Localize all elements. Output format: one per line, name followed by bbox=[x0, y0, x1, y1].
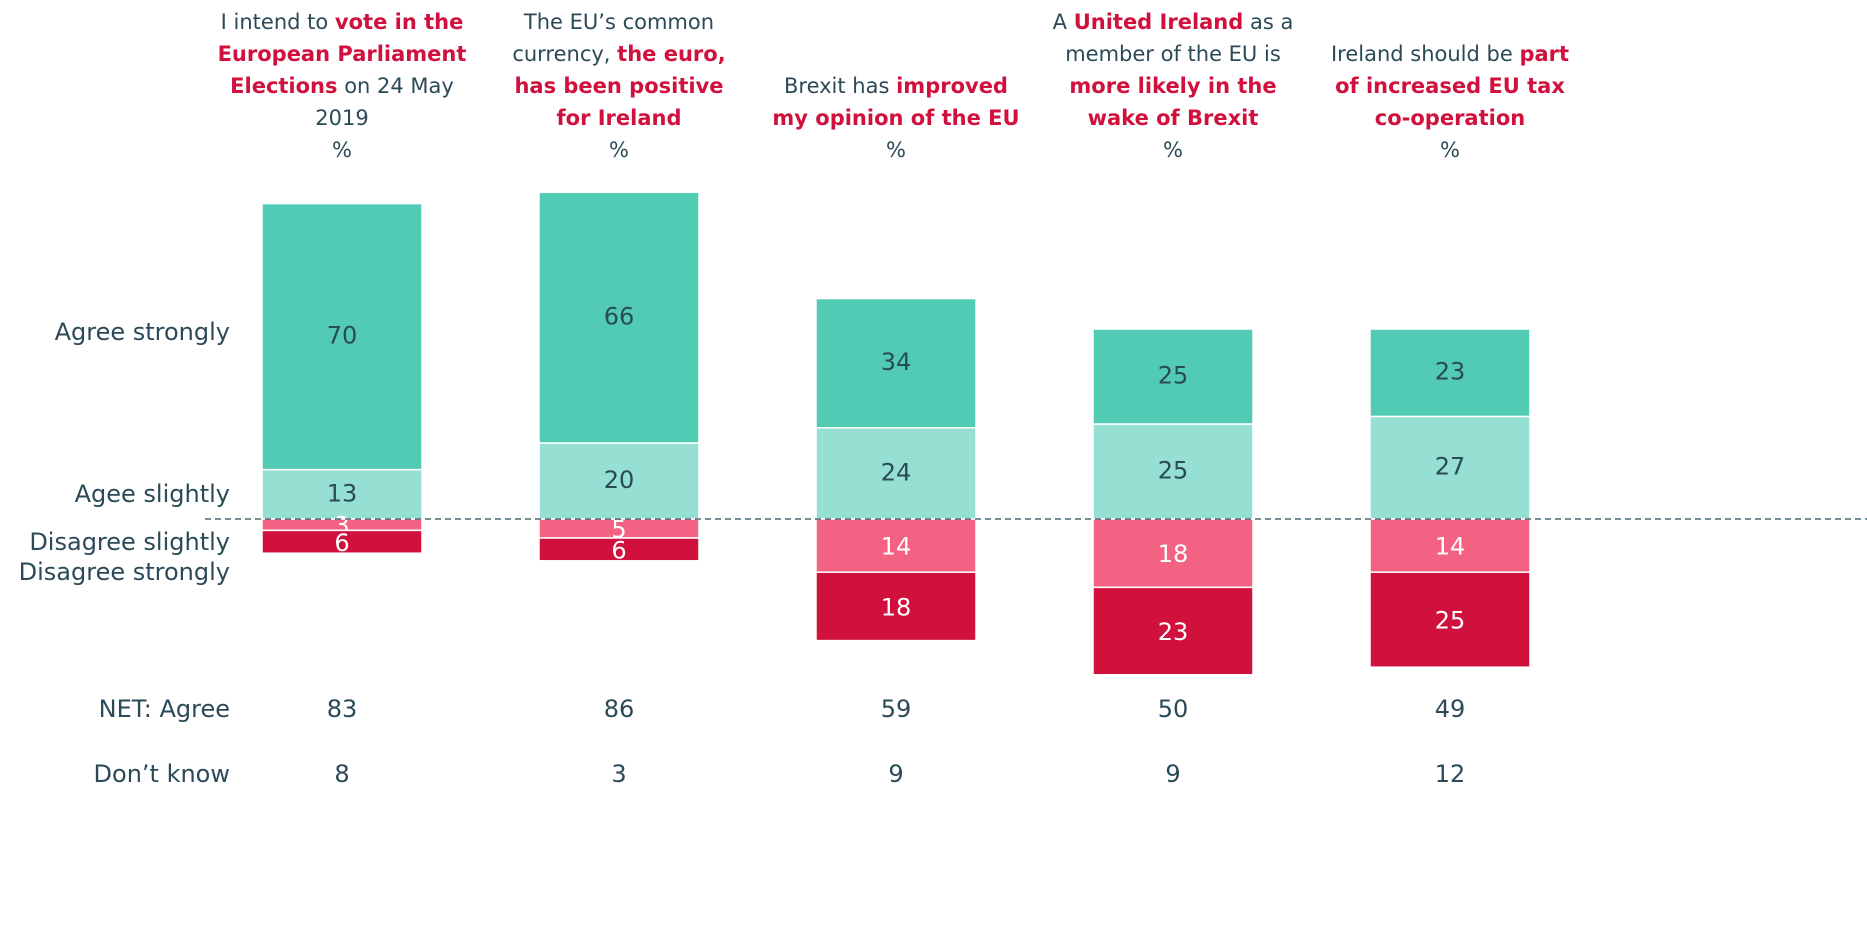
row-value: 3 bbox=[611, 760, 626, 788]
bar-segment bbox=[815, 427, 977, 520]
title-part: A bbox=[1052, 10, 1074, 34]
row-label: NET: Agree bbox=[99, 695, 230, 723]
row-value: 8 bbox=[334, 760, 349, 788]
value-label: 24 bbox=[881, 458, 912, 486]
value-label: 66 bbox=[604, 303, 635, 331]
title-part: more likely in the wake of Brexit bbox=[1069, 74, 1277, 130]
title-part: improved my opinion of the EU bbox=[772, 74, 1020, 130]
bar-segment bbox=[1369, 328, 1531, 418]
series-label: Agee slightly bbox=[75, 480, 230, 508]
value-label: 14 bbox=[1435, 533, 1466, 561]
bar-segment bbox=[1092, 586, 1254, 676]
bar-segment bbox=[261, 468, 423, 520]
title-part: vote in the European Parliament Election… bbox=[217, 10, 467, 98]
value-label: 34 bbox=[881, 348, 912, 376]
row-value: 50 bbox=[1158, 695, 1189, 723]
value-label: 18 bbox=[881, 593, 912, 621]
bar-segment bbox=[1092, 518, 1254, 589]
title-part: I intend to bbox=[220, 10, 335, 34]
value-label: 14 bbox=[881, 533, 912, 561]
value-label: 25 bbox=[1158, 362, 1189, 390]
unit-label: % bbox=[609, 138, 629, 162]
value-label: 23 bbox=[1435, 358, 1466, 386]
bar-segment bbox=[261, 529, 423, 554]
value-label: 25 bbox=[1435, 607, 1466, 635]
bar-segment bbox=[538, 537, 700, 562]
value-label: 23 bbox=[1158, 618, 1189, 646]
unit-label: % bbox=[886, 138, 906, 162]
series-label: Disagree slightly bbox=[29, 528, 230, 556]
bar-segment bbox=[538, 191, 700, 444]
series-label: Disagree strongly bbox=[19, 558, 230, 586]
column-title: A United Ireland as a member of the EU i… bbox=[1048, 6, 1298, 166]
column-title: I intend to vote in the European Parliam… bbox=[217, 6, 467, 166]
title-part: as a member of the EU is bbox=[1065, 10, 1294, 66]
bar-segment bbox=[1369, 415, 1531, 520]
column-title: The EU’s common currency, the euro, has … bbox=[494, 6, 744, 166]
bar-segment bbox=[1369, 518, 1531, 573]
title-part: The EU’s common currency, bbox=[512, 10, 715, 66]
title-part: the euro, has been positive for Ireland bbox=[514, 42, 726, 130]
bar-segment bbox=[815, 518, 977, 573]
value-label: 6 bbox=[611, 536, 626, 564]
bar-segment bbox=[815, 297, 977, 429]
unit-label: % bbox=[1440, 138, 1460, 162]
value-label: 18 bbox=[1158, 540, 1189, 568]
value-label: 20 bbox=[604, 466, 635, 494]
title-part: on 24 May 2019 bbox=[315, 74, 454, 130]
bar-segment bbox=[1092, 328, 1254, 425]
value-label: 25 bbox=[1158, 457, 1189, 485]
bar-segment bbox=[1369, 571, 1531, 668]
row-value: 86 bbox=[604, 695, 635, 723]
series-label: Agree strongly bbox=[55, 318, 230, 346]
value-label: 27 bbox=[1435, 453, 1466, 481]
unit-label: % bbox=[1163, 138, 1183, 162]
title-part: Ireland should be bbox=[1330, 42, 1520, 66]
value-label: 5 bbox=[611, 516, 626, 544]
row-value: 12 bbox=[1435, 760, 1466, 788]
row-value: 49 bbox=[1435, 695, 1466, 723]
column-title: Ireland should be part of increased EU t… bbox=[1325, 38, 1575, 166]
row-value: 9 bbox=[888, 760, 903, 788]
value-label: 6 bbox=[334, 529, 349, 557]
value-label: 13 bbox=[327, 479, 358, 507]
title-part: Brexit has bbox=[784, 74, 897, 98]
row-label: Don’t know bbox=[94, 760, 230, 788]
row-value: 83 bbox=[327, 695, 358, 723]
row-value: 9 bbox=[1165, 760, 1180, 788]
bar-segment bbox=[815, 571, 977, 642]
title-part: part of increased EU tax co-operation bbox=[1335, 42, 1570, 130]
bar-segment bbox=[261, 202, 423, 471]
value-label: 70 bbox=[327, 322, 358, 350]
unit-label: % bbox=[332, 138, 352, 162]
column-title: Brexit has improved my opinion of the EU… bbox=[771, 70, 1021, 166]
row-value: 59 bbox=[881, 695, 912, 723]
title-part: United Ireland bbox=[1073, 10, 1244, 34]
